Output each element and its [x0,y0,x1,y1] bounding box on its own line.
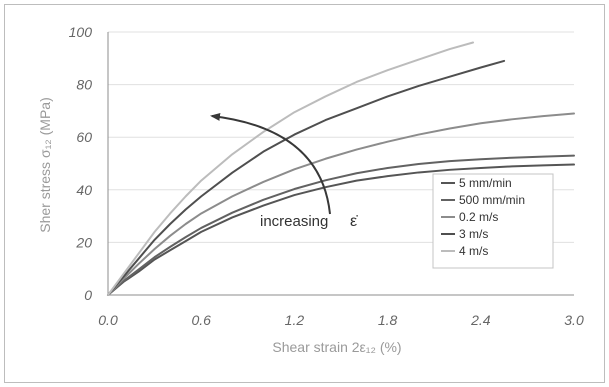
y-axis-label: Sher stress σ₁₂ (MPa) [37,97,53,233]
annotation-symbol: ε̇ [350,213,358,230]
x-tick-label: 0.6 [191,312,211,328]
series-line-4-m-s [107,41,475,296]
series-line-5-mm-min [107,163,575,296]
legend-label-0-2-m-s: 0.2 m/s [459,210,498,224]
x-tick-label: 2.4 [470,312,491,328]
series-lines [107,41,575,296]
y-tick-label: 100 [69,24,93,40]
x-axis-label: Shear strain 2ε₁₂ (%) [272,339,401,355]
x-tick-label: 3.0 [564,312,584,328]
legend-label-500-mm-min: 500 mm/min [459,193,525,207]
y-tick-label: 60 [76,129,92,145]
y-tick-label: 0 [84,287,92,303]
y-tick-label: 80 [76,77,92,93]
legend-label-4-m-s: 4 m/s [459,244,488,258]
axes [107,32,574,296]
legend: 5 mm/min 500 mm/min 0.2 m/s 3 m/s 4 m/s [432,173,554,269]
y-tick-label: 40 [76,182,92,198]
x-tick-label: 0.0 [98,312,118,328]
y-tick-label: 20 [75,234,92,250]
legend-label-5-mm-min: 5 mm/min [459,176,512,190]
series-line-0-2-m-s [107,112,575,296]
tick-labels: 0 20 40 60 80 100 0.0 0.6 1.2 1.8 2.4 3.0 [69,24,584,328]
legend-box [432,173,554,269]
x-tick-label: 1.2 [285,312,305,328]
annotation-arrow [210,112,331,215]
x-tick-label: 1.8 [378,312,398,328]
legend-label-3-m-s: 3 m/s [459,227,488,241]
annotation-text: increasing [260,213,328,230]
annotation: increasing ε̇ [210,112,358,230]
series-line-3-m-s [107,59,506,296]
series-line-500-mm-min [107,154,575,296]
